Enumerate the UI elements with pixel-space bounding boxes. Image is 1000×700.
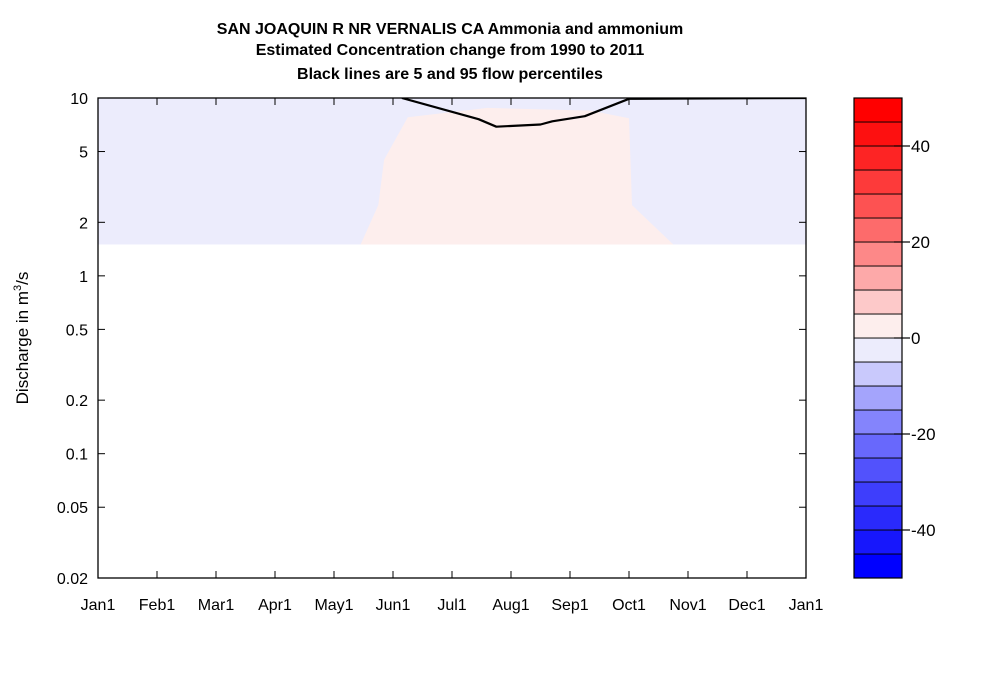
colorbar-tick-label: -40 xyxy=(911,521,936,540)
x-tick-label: Jul1 xyxy=(437,597,466,614)
plot-area-frame xyxy=(97,97,807,579)
y-tick-label: 0.5 xyxy=(66,322,88,339)
x-tick-label: Nov1 xyxy=(669,597,706,614)
y-axis-title: Discharge in m3/s xyxy=(12,272,32,405)
x-axis-ticks: Jan1 Feb1 Mar1 Apr1 May1 Jun1 Jul1 Aug1 Sep1 Oct1… xyxy=(81,98,824,614)
chart-title-line-1: SAN JOAQUIN R NR VERNALIS CA Ammonia and… xyxy=(217,21,683,38)
chart-title-line-2: Estimated Concentration change from 1990… xyxy=(256,42,645,59)
colorbar-band xyxy=(853,433,903,459)
contour-regions xyxy=(98,98,806,245)
colorbar-tick-label: 0 xyxy=(911,329,920,348)
x-tick-label: May1 xyxy=(314,597,353,614)
y-axis-title-superscript: 3 xyxy=(12,285,24,291)
y-axis-title-text: Discharge in m xyxy=(13,291,32,404)
x-tick-label: Apr1 xyxy=(258,597,292,614)
region-positive-change xyxy=(360,107,674,245)
flow-percentile-lines xyxy=(401,98,806,128)
colorbar-band xyxy=(853,385,903,411)
colorbar-band xyxy=(853,265,903,291)
colorbar-band xyxy=(853,121,903,147)
y-tick-label: 0.02 xyxy=(57,571,88,588)
y-tick-label: 0.05 xyxy=(57,500,88,517)
y-tick-label: 5 xyxy=(79,145,88,162)
colorbar-band xyxy=(853,193,903,219)
colorbar-tick-label: -20 xyxy=(911,425,936,444)
x-tick-label: Dec1 xyxy=(728,597,765,614)
y-tick-label: 0.2 xyxy=(66,393,88,410)
colorbar-band xyxy=(853,169,903,195)
colorbar-band xyxy=(853,313,903,339)
colorbar-band xyxy=(853,289,903,315)
colorbar xyxy=(853,97,903,579)
x-tick-label: Aug1 xyxy=(492,597,529,614)
colorbar-band xyxy=(853,97,903,123)
y-axis-title-suffix: /s xyxy=(13,272,32,285)
y-tick-label: 1 xyxy=(79,269,88,286)
y-axis-ticks: 10 5 2 1 0.5 0.2 0.1 0.05 0.02 xyxy=(57,91,806,588)
chart-title-line-3: Black lines are 5 and 95 flow percentile… xyxy=(297,66,603,83)
x-tick-label: Jun1 xyxy=(376,597,411,614)
colorbar-tick-label: 40 xyxy=(911,137,930,156)
y-tick-label: 0.1 xyxy=(66,447,88,464)
x-tick-label: Sep1 xyxy=(551,597,588,614)
x-tick-label: Jan1 xyxy=(789,597,824,614)
colorbar-band xyxy=(853,241,903,267)
colorbar-band xyxy=(853,457,903,483)
y-tick-label: 2 xyxy=(79,215,88,232)
colorbar-band xyxy=(853,481,903,507)
x-tick-label: Feb1 xyxy=(139,597,176,614)
colorbar-band xyxy=(853,553,903,579)
colorbar-frame xyxy=(853,97,903,579)
y-tick-label: 10 xyxy=(70,91,88,108)
x-tick-label: Oct1 xyxy=(612,597,646,614)
x-tick-label: Mar1 xyxy=(198,597,235,614)
colorbar-tick-label: 20 xyxy=(911,233,930,252)
colorbar-band xyxy=(853,337,903,363)
colorbar-band xyxy=(853,409,903,435)
chart-title: SAN JOAQUIN R NR VERNALIS CA Ammonia and… xyxy=(217,21,683,83)
colorbar-band xyxy=(853,217,903,243)
colorbar-band xyxy=(853,505,903,531)
colorbar-band xyxy=(853,361,903,387)
x-tick-label: Jan1 xyxy=(81,597,116,614)
colorbar-band xyxy=(853,529,903,555)
colorbar-band xyxy=(853,145,903,171)
line-95-percentile xyxy=(401,98,806,128)
